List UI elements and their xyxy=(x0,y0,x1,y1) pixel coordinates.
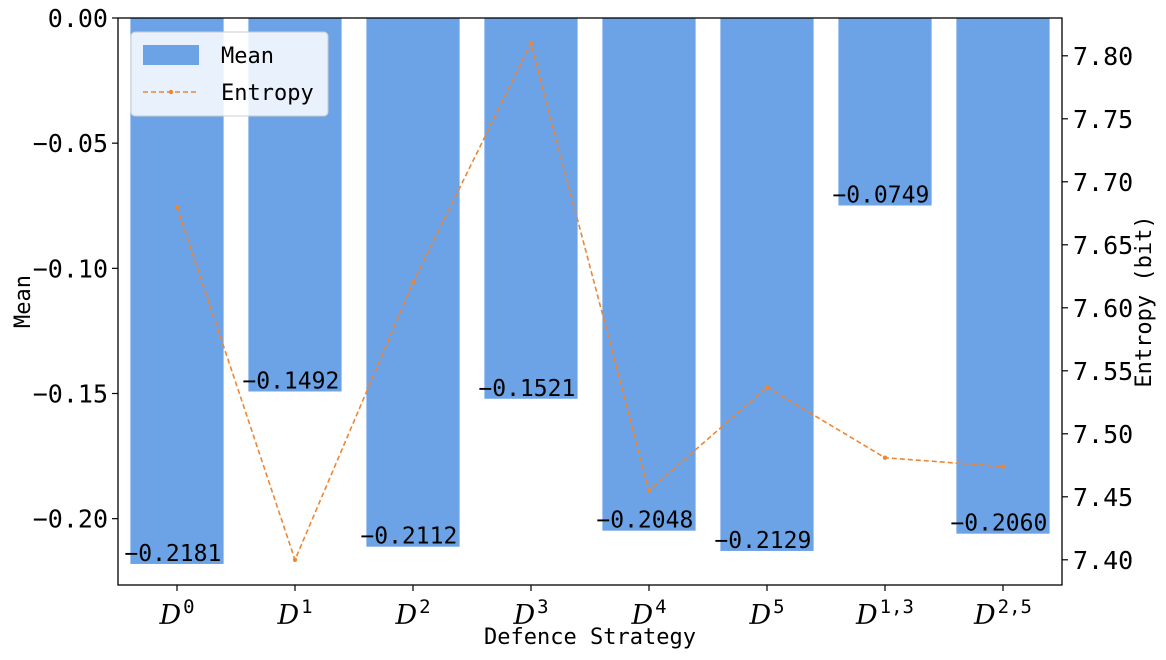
right-tick-label-6: 7.70 xyxy=(1073,168,1133,197)
data-label-2: −0.2112 xyxy=(360,524,457,550)
right-tick-label-7: 7.75 xyxy=(1073,105,1133,134)
right-tick-label-2: 7.50 xyxy=(1073,420,1133,449)
bar-3 xyxy=(484,18,578,399)
data-label-0: −0.2181 xyxy=(124,541,221,567)
data-label-7: −0.2060 xyxy=(950,511,1047,537)
x-tick-label-base-5: D xyxy=(748,600,771,631)
legend: Mean Entropy xyxy=(130,31,329,117)
x-axis: D 0 D 1 D 2 D 3 D 4 D 5 D 1,3 D 2,5 xyxy=(158,585,1032,631)
legend-entropy-marker xyxy=(168,89,174,95)
x-tick-label-sup-2: 2 xyxy=(419,596,430,618)
x-tick-label-sup-5: 5 xyxy=(773,596,784,618)
x-axis-label: Defence Strategy xyxy=(484,625,696,650)
right-y-axis-label: Entropy (bit) xyxy=(1132,215,1157,387)
x-tick-label-base-7: D xyxy=(973,600,996,631)
x-tick-label-base-2: D xyxy=(394,600,417,631)
x-tick-label-base-4: D xyxy=(630,600,653,631)
x-tick-label-sup-3: 3 xyxy=(537,596,548,618)
x-tick-label-6: D 1,3 xyxy=(855,596,914,631)
left-y-axis: 0.00 −0.05 −0.10 −0.15 −0.20 xyxy=(33,4,118,534)
x-tick-label-sup-6: 1,3 xyxy=(880,596,914,618)
x-tick-label-sup-7: 2,5 xyxy=(998,596,1032,618)
right-y-axis: 7.40 7.45 7.50 7.55 7.60 7.65 7.70 7.75 7.80 xyxy=(1062,42,1133,575)
entropy-point-4 xyxy=(646,488,652,493)
data-label-5: −0.2129 xyxy=(714,528,811,554)
left-tick-label-2: −0.10 xyxy=(33,254,108,283)
right-tick-label-0: 7.40 xyxy=(1073,546,1133,575)
left-y-axis-label: Mean xyxy=(11,275,36,328)
x-tick-label-sup-0: 0 xyxy=(183,596,194,618)
data-label-1: −0.1492 xyxy=(242,368,339,394)
bar-5 xyxy=(720,18,814,551)
x-tick-label-base-3: D xyxy=(512,600,535,631)
data-labels-layer: −0.2181 −0.1492 −0.2112 −0.1521 −0.2048 −0.21… xyxy=(124,182,1047,566)
right-tick-label-8: 7.80 xyxy=(1073,42,1133,71)
right-tick-label-1: 7.45 xyxy=(1073,483,1133,512)
plot-frame xyxy=(117,17,1063,586)
left-tick-label-4: −0.20 xyxy=(33,505,108,534)
right-tick-label-3: 7.55 xyxy=(1073,357,1133,386)
bar-7 xyxy=(956,18,1050,534)
entropy-point-7 xyxy=(1000,464,1006,469)
x-tick-label-base-1: D xyxy=(276,600,299,631)
entropy-point-3 xyxy=(528,41,534,46)
data-label-4: −0.2048 xyxy=(596,508,693,534)
legend-entropy-label: Entropy xyxy=(221,81,314,106)
x-tick-label-sup-1: 1 xyxy=(301,596,312,618)
entropy-point-1 xyxy=(292,557,298,562)
bar-4 xyxy=(602,18,696,531)
entropy-line-layer xyxy=(174,40,1006,563)
right-tick-label-4: 7.60 xyxy=(1073,294,1133,323)
entropy-point-6 xyxy=(882,455,888,460)
left-tick-label-3: −0.15 xyxy=(33,379,108,408)
entropy-point-5 xyxy=(764,384,770,390)
legend-mean-swatch xyxy=(143,45,199,65)
x-tick-label-7: D 2,5 xyxy=(973,596,1032,631)
x-tick-label-sup-4: 4 xyxy=(655,596,666,618)
entropy-line xyxy=(176,40,1004,563)
entropy-point-2 xyxy=(410,280,416,285)
left-tick-label-1: −0.05 xyxy=(33,129,108,158)
data-label-6: −0.0749 xyxy=(832,182,929,208)
legend-mean-label: Mean xyxy=(221,44,274,69)
entropy-point-0 xyxy=(174,204,180,210)
x-tick-label-base-0: D xyxy=(158,600,181,631)
right-tick-label-5: 7.65 xyxy=(1073,231,1133,260)
x-tick-label-base-6: D xyxy=(855,600,878,631)
data-label-3: −0.1521 xyxy=(478,376,575,402)
left-tick-label-0: 0.00 xyxy=(48,4,108,33)
bar-6 xyxy=(838,18,932,206)
